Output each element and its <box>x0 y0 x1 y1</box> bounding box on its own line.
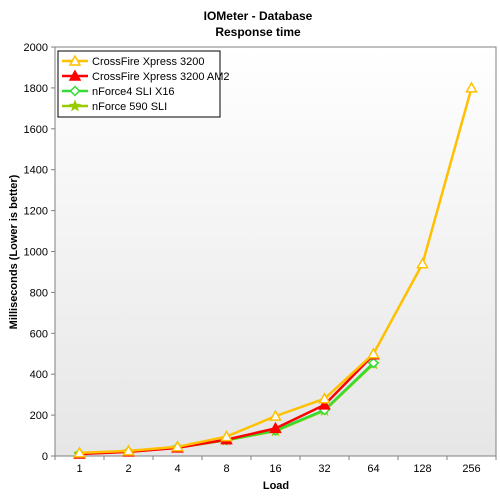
data-point <box>171 440 184 452</box>
y-tick-label: 2000 <box>24 42 48 54</box>
legend-label: nForce4 SLI X16 <box>92 86 175 98</box>
x-tick-label: 256 <box>462 463 480 475</box>
y-tick-label: 1400 <box>24 165 48 177</box>
data-point <box>269 409 282 421</box>
series-layer <box>73 81 478 460</box>
y-tick-label: 400 <box>30 369 48 381</box>
data-point <box>367 357 380 369</box>
data-point <box>269 421 282 434</box>
data-point <box>416 257 429 269</box>
x-tick-label: 1 <box>76 463 82 475</box>
legend-marker <box>68 99 82 112</box>
legend-entry: CrossFire Xpress 3200 AM2 <box>62 69 230 83</box>
chart-subtitle: Response time <box>215 25 301 39</box>
y-tick-label: 1600 <box>24 124 48 136</box>
legend-entry: nForce 590 SLI <box>62 99 167 113</box>
x-tick-label: 32 <box>318 463 330 475</box>
data-point <box>465 81 478 93</box>
legend-label: CrossFire Xpress 3200 <box>92 56 205 68</box>
legend-marker <box>69 85 81 97</box>
y-tick-label: 1800 <box>24 83 48 95</box>
data-point <box>220 430 233 442</box>
legend-entry: CrossFire Xpress 3200 <box>62 54 205 68</box>
legend-label: nForce 590 SLI <box>92 101 167 113</box>
y-tick-label: 200 <box>30 410 48 422</box>
x-tick-label: 128 <box>413 463 431 475</box>
legend-marker <box>68 69 82 81</box>
x-axis: 1 2 4 8 16 32 64 128 256 <box>54 456 497 475</box>
data-point <box>318 398 331 410</box>
x-tick-label: 8 <box>223 463 229 475</box>
legend-entry: nForce4 SLI X16 <box>62 85 175 98</box>
x-axis-label: Load <box>263 480 289 492</box>
data-point <box>318 392 331 404</box>
data-point <box>73 446 86 458</box>
legend-label: CrossFire Xpress 3200 AM2 <box>92 71 230 83</box>
chart-title: IOMeter - Database <box>204 9 313 23</box>
y-tick-label: 800 <box>30 287 48 299</box>
y-tick-label: 0 <box>42 451 48 463</box>
x-tick-label: 4 <box>174 463 180 475</box>
y-tick-label: 600 <box>30 328 48 340</box>
y-tick-label: 1000 <box>24 247 48 259</box>
legend-marker <box>68 54 82 66</box>
x-tick-label: 64 <box>367 463 379 475</box>
series <box>73 81 478 458</box>
x-tick-label: 16 <box>269 463 281 475</box>
y-axis-label: Milliseconds (Lower is better) <box>8 174 20 329</box>
legend: CrossFire Xpress 3200 CrossFire Xpress 32… <box>57 50 230 118</box>
y-tick-label: 1200 <box>24 206 48 218</box>
data-point <box>122 444 135 456</box>
x-tick-label: 2 <box>125 463 131 475</box>
y-axis: 0 200 400 600 800 1000 1200 1400 1600 1800 2000 <box>24 42 55 463</box>
data-point <box>367 347 380 359</box>
